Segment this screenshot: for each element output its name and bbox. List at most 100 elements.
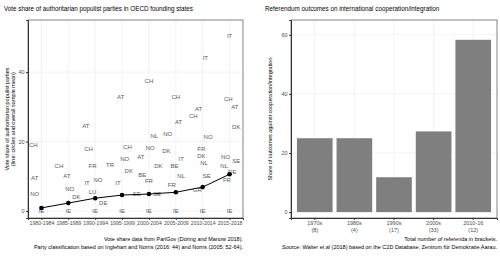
y-tick-label: 40 (281, 91, 287, 97)
country-label: NL (150, 133, 158, 139)
country-label: AT (195, 106, 203, 112)
country-label: AT (63, 173, 71, 179)
y-tick-label: 40 (18, 69, 24, 75)
country-label: NO (146, 145, 155, 151)
country-label: AT (137, 154, 145, 160)
x-tick: 2010-16(12) (463, 218, 483, 233)
panel-background (291, 20, 497, 218)
x-tick-label: 2005-2009 (164, 220, 189, 226)
country-label: DK (197, 153, 205, 159)
y-tick-mark (26, 72, 28, 73)
x-tick-label: 2015-2018 (218, 220, 243, 226)
y-tick-label: 20 (281, 150, 287, 156)
country-label: FR (223, 177, 232, 183)
country-label: CH (189, 113, 198, 119)
x-tick-label: 1995-1999 (110, 220, 135, 226)
y-grid-line (28, 211, 243, 212)
country-label: CH (29, 142, 38, 148)
chart-title: Vote share of authoritarian populist par… (4, 5, 193, 13)
country-label: NO (163, 131, 172, 137)
country-label: BE (170, 163, 178, 169)
country-label: LU (89, 189, 97, 195)
mean-point (147, 192, 152, 197)
country-label: IE (173, 208, 179, 214)
y-axis: 0 20 40 (18, 21, 28, 219)
x-tick: 2015-2018 (218, 218, 243, 226)
panel-background (28, 20, 243, 218)
country-label: IE (200, 208, 206, 214)
country-label: FR (145, 178, 154, 184)
y-grid (28, 72, 243, 211)
y-tick-mark (289, 94, 291, 95)
y-tick-mark (289, 153, 291, 154)
x-grid (41, 20, 229, 218)
y-tick-mark (26, 142, 28, 143)
x-tick: 2000s(33) (426, 218, 441, 233)
country-label: AT (117, 94, 125, 100)
country-label: CH (84, 146, 93, 152)
chart-title: Referendum outcomes on international coo… (265, 5, 440, 13)
country-label: IT (115, 180, 121, 186)
bar (337, 138, 373, 212)
mean-point (93, 196, 98, 201)
y-axis-line (26, 21, 29, 219)
y-axis-title: Share of outcomes against cooperation/in… (267, 58, 273, 181)
country-label: IE (92, 208, 98, 214)
y-tick-mark (289, 212, 291, 213)
country-label: CH (171, 94, 180, 100)
y-tick: 0 (21, 208, 28, 214)
bar (297, 138, 333, 212)
x-tick-label: 1990s(17) (387, 220, 402, 232)
x-tick-label: 1970s(8) (307, 220, 322, 232)
x-grid-line (122, 20, 123, 218)
country-label: AT (31, 175, 39, 181)
country-label: NO (65, 186, 74, 192)
country-label: NO (221, 154, 230, 160)
country-label: NO (204, 134, 213, 140)
x-tick-label: 2010-16(12) (463, 220, 483, 232)
country-label: DK (125, 168, 133, 174)
country-label: FR (89, 163, 98, 169)
panel-border (28, 20, 243, 218)
plot-area: CHATNOIECHATNODKIEATCHFRTRNOITLUDEIEATCH… (29, 33, 240, 214)
country-label: FR (168, 182, 177, 188)
y-axis-line (289, 21, 292, 219)
country-label: CH (145, 78, 154, 84)
x-axis: 1980-19841985-19891990-19941995-19992000… (29, 218, 244, 226)
x-tick-label: 2000-2004 (137, 220, 162, 226)
country-label: DK (162, 148, 170, 154)
y-grid-line (28, 141, 243, 142)
country-label: AT (231, 104, 239, 110)
y-tick: 0 (284, 209, 291, 215)
bar (455, 40, 491, 212)
x-grid (315, 20, 473, 218)
x-grid-line (229, 20, 230, 218)
country-label: CH (55, 163, 64, 169)
country-label: TR (106, 162, 115, 168)
x-tick-label: 1990-1994 (83, 220, 108, 226)
caption: Vote share data from ParlGov (Döring and… (104, 236, 244, 242)
country-label: CH (224, 96, 233, 102)
country-label: BE (138, 172, 146, 178)
x-tick-label: 1980s(4) (347, 220, 362, 232)
country-label: IT (203, 55, 209, 61)
y-tick: 40 (281, 91, 291, 97)
y-grid-line (28, 72, 243, 73)
y-tick-label: 60 (281, 32, 287, 38)
y-tick: 20 (281, 150, 291, 156)
mean-point (66, 201, 71, 206)
country-label: IT (84, 180, 90, 186)
figure: Vote share of authoritarian populist par… (0, 0, 500, 260)
mean-point (174, 190, 179, 195)
y-tick-label: 20 (18, 139, 24, 145)
country-label: CH (123, 144, 132, 150)
country-label: IE (119, 208, 125, 214)
caption: Party classification based on Inglehart … (34, 244, 244, 250)
y-axis: 0 20 40 60 (281, 21, 291, 219)
bar (416, 131, 452, 212)
x-tick: 2005-2009 (164, 218, 189, 226)
panel-border (291, 20, 497, 218)
country-label: DE (99, 200, 107, 206)
y-tick-label: 0 (21, 208, 24, 214)
y-tick: 40 (18, 69, 28, 75)
